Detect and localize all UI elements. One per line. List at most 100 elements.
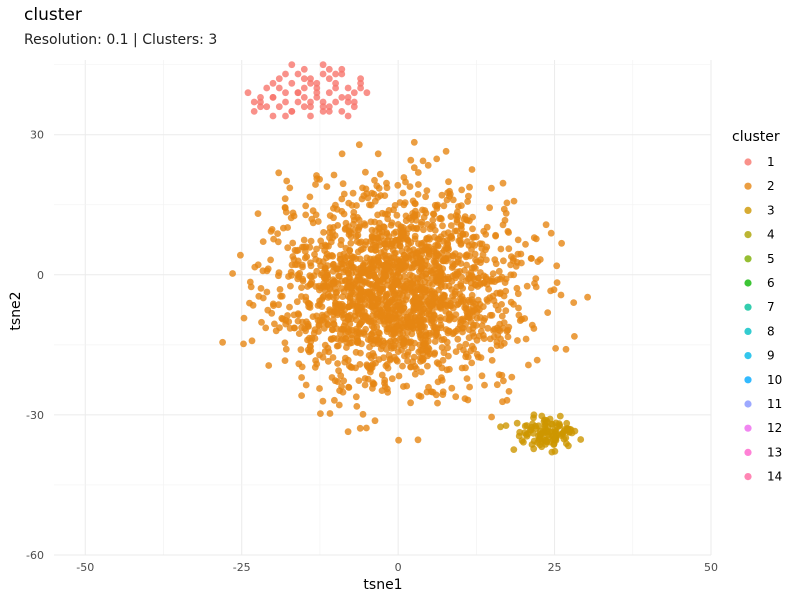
data-point — [300, 84, 308, 92]
chart-title: cluster — [24, 5, 82, 25]
data-point — [450, 329, 458, 337]
data-point — [263, 288, 271, 296]
legend-label: 3 — [767, 203, 775, 217]
data-point — [387, 242, 395, 250]
data-point — [396, 199, 404, 206]
data-point — [462, 231, 470, 238]
data-point — [502, 307, 510, 315]
data-point — [275, 269, 283, 276]
data-point — [445, 178, 452, 186]
data-point — [288, 261, 296, 269]
data-point — [286, 324, 294, 332]
data-point — [419, 157, 427, 165]
data-point — [303, 318, 310, 326]
data-point — [308, 215, 316, 223]
data-point — [552, 419, 560, 427]
data-point — [424, 161, 432, 169]
data-point — [295, 330, 303, 337]
data-point — [270, 302, 277, 309]
data-point — [485, 285, 492, 293]
data-point — [467, 347, 475, 355]
data-point — [443, 338, 451, 346]
data-point — [500, 319, 508, 326]
data-point — [275, 301, 282, 309]
data-point — [409, 197, 417, 205]
data-point — [530, 437, 538, 445]
legend-label: 11 — [767, 397, 782, 411]
data-point — [421, 207, 429, 214]
data-point — [355, 216, 363, 224]
data-point — [345, 384, 353, 391]
data-point — [338, 195, 346, 203]
data-point — [390, 344, 398, 352]
data-point — [563, 425, 571, 432]
data-point — [544, 309, 552, 316]
data-point — [313, 360, 321, 368]
data-point — [348, 334, 356, 342]
data-point — [316, 297, 323, 305]
chart-subtitle: Resolution: 0.1 | Clusters: 3 — [24, 32, 218, 48]
data-point — [425, 332, 433, 339]
data-point — [406, 183, 414, 191]
data-point — [529, 420, 536, 428]
data-point — [367, 218, 375, 226]
data-point — [530, 414, 537, 422]
data-point — [466, 383, 473, 391]
data-point — [429, 216, 437, 224]
data-point — [416, 331, 424, 339]
data-point — [347, 229, 355, 237]
data-point — [416, 247, 423, 255]
data-point — [356, 291, 364, 299]
data-point — [437, 214, 444, 222]
data-point — [452, 348, 460, 355]
data-point — [394, 321, 402, 328]
data-point — [433, 359, 441, 366]
data-point — [383, 179, 390, 187]
data-point — [539, 427, 547, 435]
data-point — [391, 250, 398, 257]
data-point — [274, 230, 281, 238]
legend-label: 13 — [767, 445, 782, 459]
data-point — [437, 283, 445, 291]
data-point — [287, 214, 295, 222]
data-point — [466, 298, 474, 306]
data-point — [522, 240, 529, 248]
data-point — [381, 320, 388, 328]
data-point — [329, 354, 337, 361]
data-point — [343, 344, 350, 351]
data-point — [369, 380, 377, 388]
data-point — [458, 293, 466, 300]
data-point — [344, 84, 352, 92]
data-point — [276, 286, 284, 293]
data-point — [514, 337, 521, 344]
data-point — [318, 311, 326, 319]
data-point — [387, 221, 395, 229]
data-point — [366, 201, 373, 209]
data-point — [454, 335, 462, 343]
data-point — [346, 326, 353, 334]
data-point — [314, 218, 322, 225]
data-point — [442, 147, 450, 155]
data-point — [414, 191, 422, 198]
data-point — [408, 330, 416, 338]
data-point — [480, 227, 488, 235]
data-point — [437, 305, 445, 312]
data-point — [344, 283, 352, 291]
data-point — [498, 273, 506, 281]
data-point — [393, 357, 401, 365]
data-point — [448, 384, 456, 392]
data-point — [312, 211, 320, 219]
data-point — [430, 314, 438, 322]
data-point — [344, 293, 352, 300]
legend-label: 1 — [767, 155, 775, 169]
data-point — [557, 291, 565, 299]
data-point — [386, 309, 394, 316]
data-point — [471, 250, 479, 258]
data-point — [362, 325, 369, 333]
data-point — [250, 108, 258, 115]
legend-label: 12 — [767, 421, 782, 435]
data-point — [411, 370, 419, 378]
data-point — [330, 294, 337, 301]
data-point — [465, 334, 473, 342]
legend-swatch — [744, 303, 752, 311]
